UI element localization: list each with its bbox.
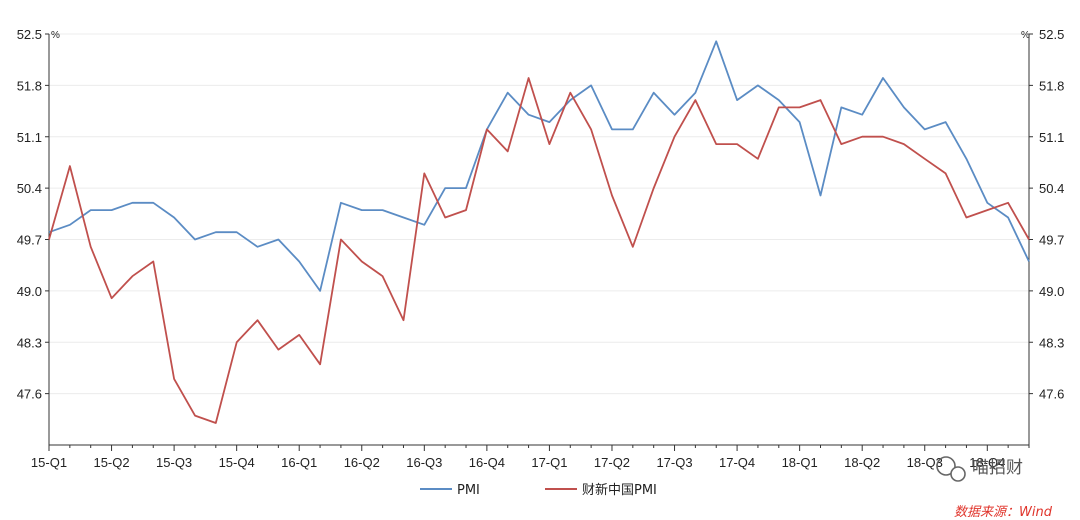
wechat-icon [936, 456, 956, 476]
right-y-tick-label: 51.8 [1039, 78, 1064, 93]
x-tick-label: 15-Q4 [219, 455, 255, 470]
left-y-tick-label: 49.0 [17, 284, 42, 299]
x-tick-label: 18-Q1 [782, 455, 818, 470]
right-y-tick-label: 52.5 [1039, 27, 1064, 42]
x-tick-label: 17-Q2 [594, 455, 630, 470]
x-tick-label: 18-Q4 [969, 455, 1005, 470]
left-unit-label: % [51, 30, 60, 41]
x-tick-label: 15-Q1 [31, 455, 67, 470]
x-tick-label: 18-Q2 [844, 455, 880, 470]
wechat-icon-small [950, 466, 966, 482]
series-line-caixin-pmi [48, 77, 1030, 424]
series-line-pmi [48, 40, 1030, 292]
y-tick-labels: 47.6 47.6 48.3 48.3 49.0 49.0 49.7 49.7 50.4 50.4… [17, 27, 1065, 402]
x-tick-label: 16-Q2 [344, 455, 380, 470]
legend: PMI 财新中国PMI [420, 482, 657, 498]
left-y-tick-label: 48.3 [17, 335, 42, 350]
right-y-tick-label: 47.6 [1039, 387, 1064, 402]
x-tick-label: 17-Q4 [719, 455, 755, 470]
x-tick-label: 17-Q1 [531, 455, 567, 470]
left-y-tick-label: 51.8 [17, 78, 42, 93]
left-y-tick-label: 50.4 [17, 181, 42, 196]
x-tick-label: 15-Q3 [156, 455, 192, 470]
right-y-tick-label: 48.3 [1039, 335, 1064, 350]
left-y-tick-label: 47.6 [17, 387, 42, 402]
left-y-tick-label: 52.5 [17, 27, 42, 42]
watermark-text: 喵招财 [972, 458, 1023, 478]
series-lines [48, 40, 1030, 424]
x-tick-label: 15-Q2 [93, 455, 129, 470]
x-tick-labels: 15-Q1 15-Q2 15-Q3 15-Q4 16-Q1 16-Q2 16-Q3 16-Q4… [31, 455, 1005, 470]
source-note: 数据来源：Wind [954, 505, 1053, 520]
right-y-tick-label: 49.0 [1039, 284, 1064, 299]
x-tick-label: 18-Q3 [907, 455, 943, 470]
x-tick-label: 16-Q1 [281, 455, 317, 470]
right-unit-label: % [1021, 30, 1030, 41]
right-y-tick-label: 49.7 [1039, 233, 1064, 248]
legend-label: PMI [457, 483, 480, 498]
gridlines [49, 33, 1029, 395]
x-tick-label: 17-Q3 [656, 455, 692, 470]
right-y-tick-label: 51.1 [1039, 130, 1064, 145]
left-y-tick-label: 49.7 [17, 233, 42, 248]
x-tick-label: 16-Q3 [406, 455, 442, 470]
watermark: 喵招财 [936, 456, 1023, 482]
x-tick-label: 16-Q4 [469, 455, 505, 470]
left-y-tick-label: 51.1 [17, 130, 42, 145]
right-y-tick-label: 50.4 [1039, 181, 1064, 196]
axes: % % [45, 30, 1033, 451]
legend-label: 财新中国PMI [582, 482, 657, 498]
